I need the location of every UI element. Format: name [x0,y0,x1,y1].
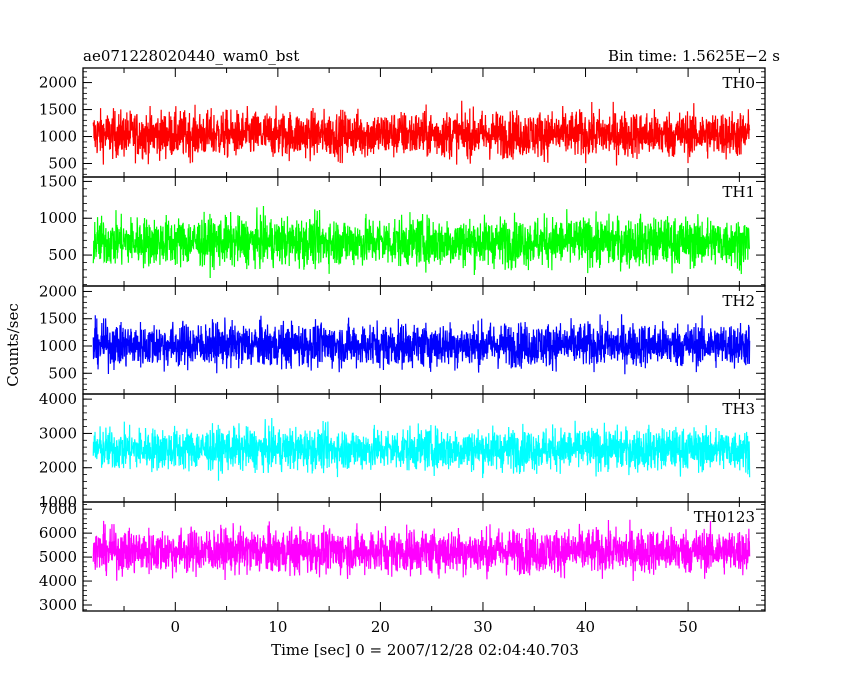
y-tick-label: 1500 [39,310,77,328]
x-tick-label: 10 [268,618,287,636]
y-tick-label: 1000 [39,493,77,511]
y-tick-label: 500 [48,364,77,382]
x-axis-label: Time [sec] 0 = 2007/12/28 02:04:40.703 [271,641,579,659]
panel-label: TH0 [722,74,755,92]
x-tick-label: 30 [473,618,492,636]
series-th2 [92,314,751,375]
x-tick-label: 40 [576,618,595,636]
series-line [92,417,751,481]
panel-frame [82,501,766,612]
panel-th1: 500 1000 1500 TH1 [39,172,766,287]
panel-label: TH3 [722,400,755,418]
y-tick-label: 1000 [39,337,77,355]
panel-th0123: 3000 4000 5000 6000 7000 TH0123 [39,500,766,614]
series-line [92,100,751,166]
y-tick-label: 7000 [39,500,77,518]
series-line [92,314,751,375]
series-th3 [92,417,751,481]
series-th0123 [92,519,751,582]
y-tick-label: 1500 [39,101,77,119]
y-tick-label: 500 [48,246,77,264]
y-tick-label: 6000 [39,524,77,542]
panel-th3: 1000 2000 3000 4000 TH3 [39,390,766,511]
panel-label: TH0123 [694,508,755,526]
y-tick-label: 4000 [39,572,77,590]
x-tick-label: 0 [171,618,181,636]
y-axis-label: Counts/sec [4,303,22,387]
y-tick-label: 4000 [39,390,77,408]
panel-th0: 500 1000 1500 2000 TH0 [39,67,766,178]
y-tick-label: 5000 [39,548,77,566]
series-th0 [92,100,751,166]
panel-label: TH1 [722,183,755,201]
y-tick-label: 2000 [39,74,77,92]
y-tick-label: 1000 [39,128,77,146]
series-line [92,519,751,582]
panel-th2: 500 1000 1500 2000 TH2 [39,282,766,395]
x-tick-label: 50 [679,618,698,636]
y-tick-label: 3000 [39,596,77,614]
y-tick-label: 1000 [39,209,77,227]
chart-title: ae071228020440_wam0_bst [83,47,299,65]
x-tick-label: 20 [371,618,390,636]
y-tick-label: 2000 [39,459,77,477]
series-line [92,205,751,279]
y-tick-label: 3000 [39,424,77,442]
y-tick-label: 1500 [39,172,77,190]
y-tick-label: 500 [48,155,77,173]
panel-label: TH2 [722,292,755,310]
panel-frame [82,176,766,287]
y-tick-label: 2000 [39,282,77,300]
bin-time-label: Bin time: 1.5625E−2 s [608,47,780,65]
series-th1 [92,205,751,279]
